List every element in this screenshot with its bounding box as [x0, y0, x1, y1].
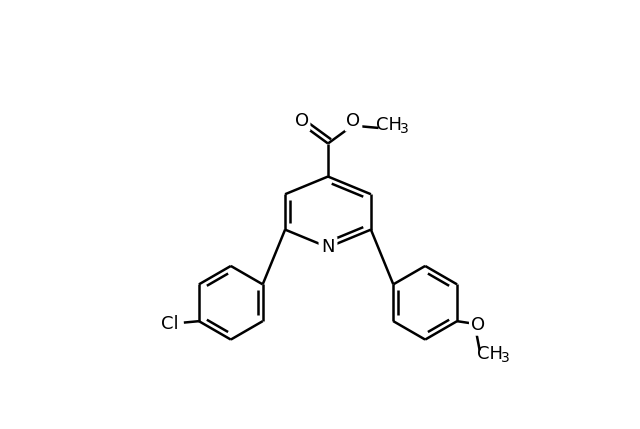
Text: CH: CH [376, 116, 402, 133]
Text: O: O [294, 112, 308, 130]
Text: 3: 3 [399, 122, 408, 136]
Text: O: O [471, 316, 485, 334]
Text: 3: 3 [501, 351, 509, 366]
Text: Cl: Cl [161, 314, 179, 332]
Text: O: O [346, 112, 360, 130]
Text: CH: CH [477, 345, 503, 363]
Text: N: N [321, 239, 335, 256]
